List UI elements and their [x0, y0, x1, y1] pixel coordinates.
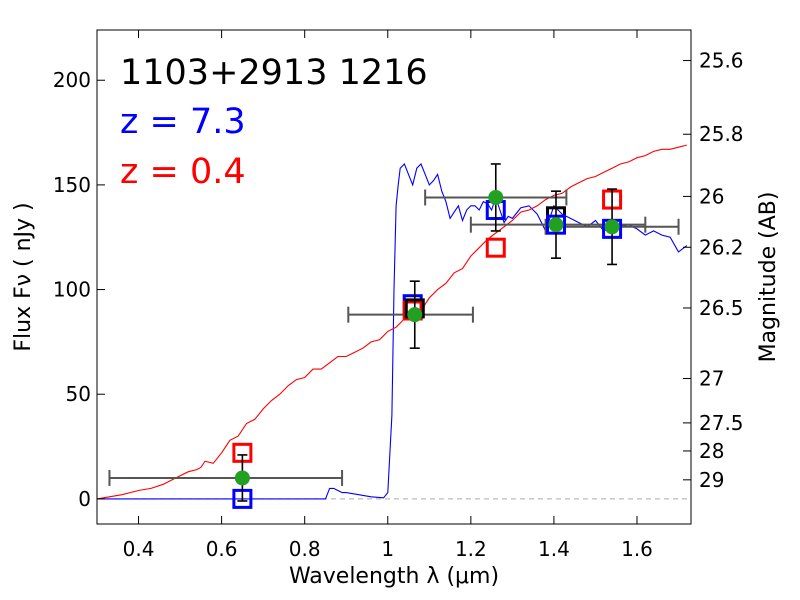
mag-tick-label: 25.6 [699, 49, 744, 73]
axis-layer: 0.4 0.6 0.8 1 1.2 1.4 1.6 0 50 100 150 200 25.6 25.8 2… [53, 30, 744, 561]
mag-tick-label: 26.2 [699, 235, 744, 259]
x-tick-label: 0.4 [123, 537, 155, 561]
mark-layer [108, 163, 680, 509]
mag-tick-label: 25.8 [699, 122, 744, 146]
lowz-legend-label: z = 0.4 [120, 152, 246, 192]
y-axis-label: Flux Fν ( nJy ) [11, 202, 36, 351]
x-tick-label: 1 [381, 537, 394, 561]
y-tick-label: 150 [53, 173, 91, 197]
observed-flux-point [604, 219, 620, 235]
y-tick-label: 0 [78, 487, 91, 511]
y-tick-label: 200 [53, 68, 91, 92]
model-photometry-box [485, 237, 506, 258]
x-tick-label: 1.2 [455, 537, 487, 561]
observed-flux-point [407, 307, 423, 323]
mag-tick-label: 27 [699, 367, 724, 391]
x-tick-label: 1.4 [538, 537, 570, 561]
chart-title: 1103+2913 1216 [120, 53, 428, 93]
mag-tick-label: 28 [699, 439, 724, 463]
observed-flux-point [548, 217, 564, 233]
plot-frame [96, 29, 692, 525]
y-tick-label: 50 [66, 382, 91, 406]
mag-tick-label: 29 [699, 468, 724, 492]
x-tick-label: 1.6 [621, 537, 653, 561]
x-axis-label: Wavelength λ (μm) [289, 564, 499, 589]
mag-tick-label: 27.5 [699, 411, 744, 435]
observed-flux-point [234, 470, 250, 486]
x-tick-label: 0.8 [289, 537, 321, 561]
highz-legend-label: z = 7.3 [120, 102, 246, 142]
mag-tick-label: 26 [699, 184, 724, 208]
x-tick-label: 0.6 [206, 537, 238, 561]
y-axis-right-label: Magnitude (AB) [756, 192, 781, 363]
mag-tick-label: 26.5 [699, 296, 744, 320]
y-tick-label: 100 [53, 278, 91, 302]
observed-flux-point [488, 189, 504, 205]
